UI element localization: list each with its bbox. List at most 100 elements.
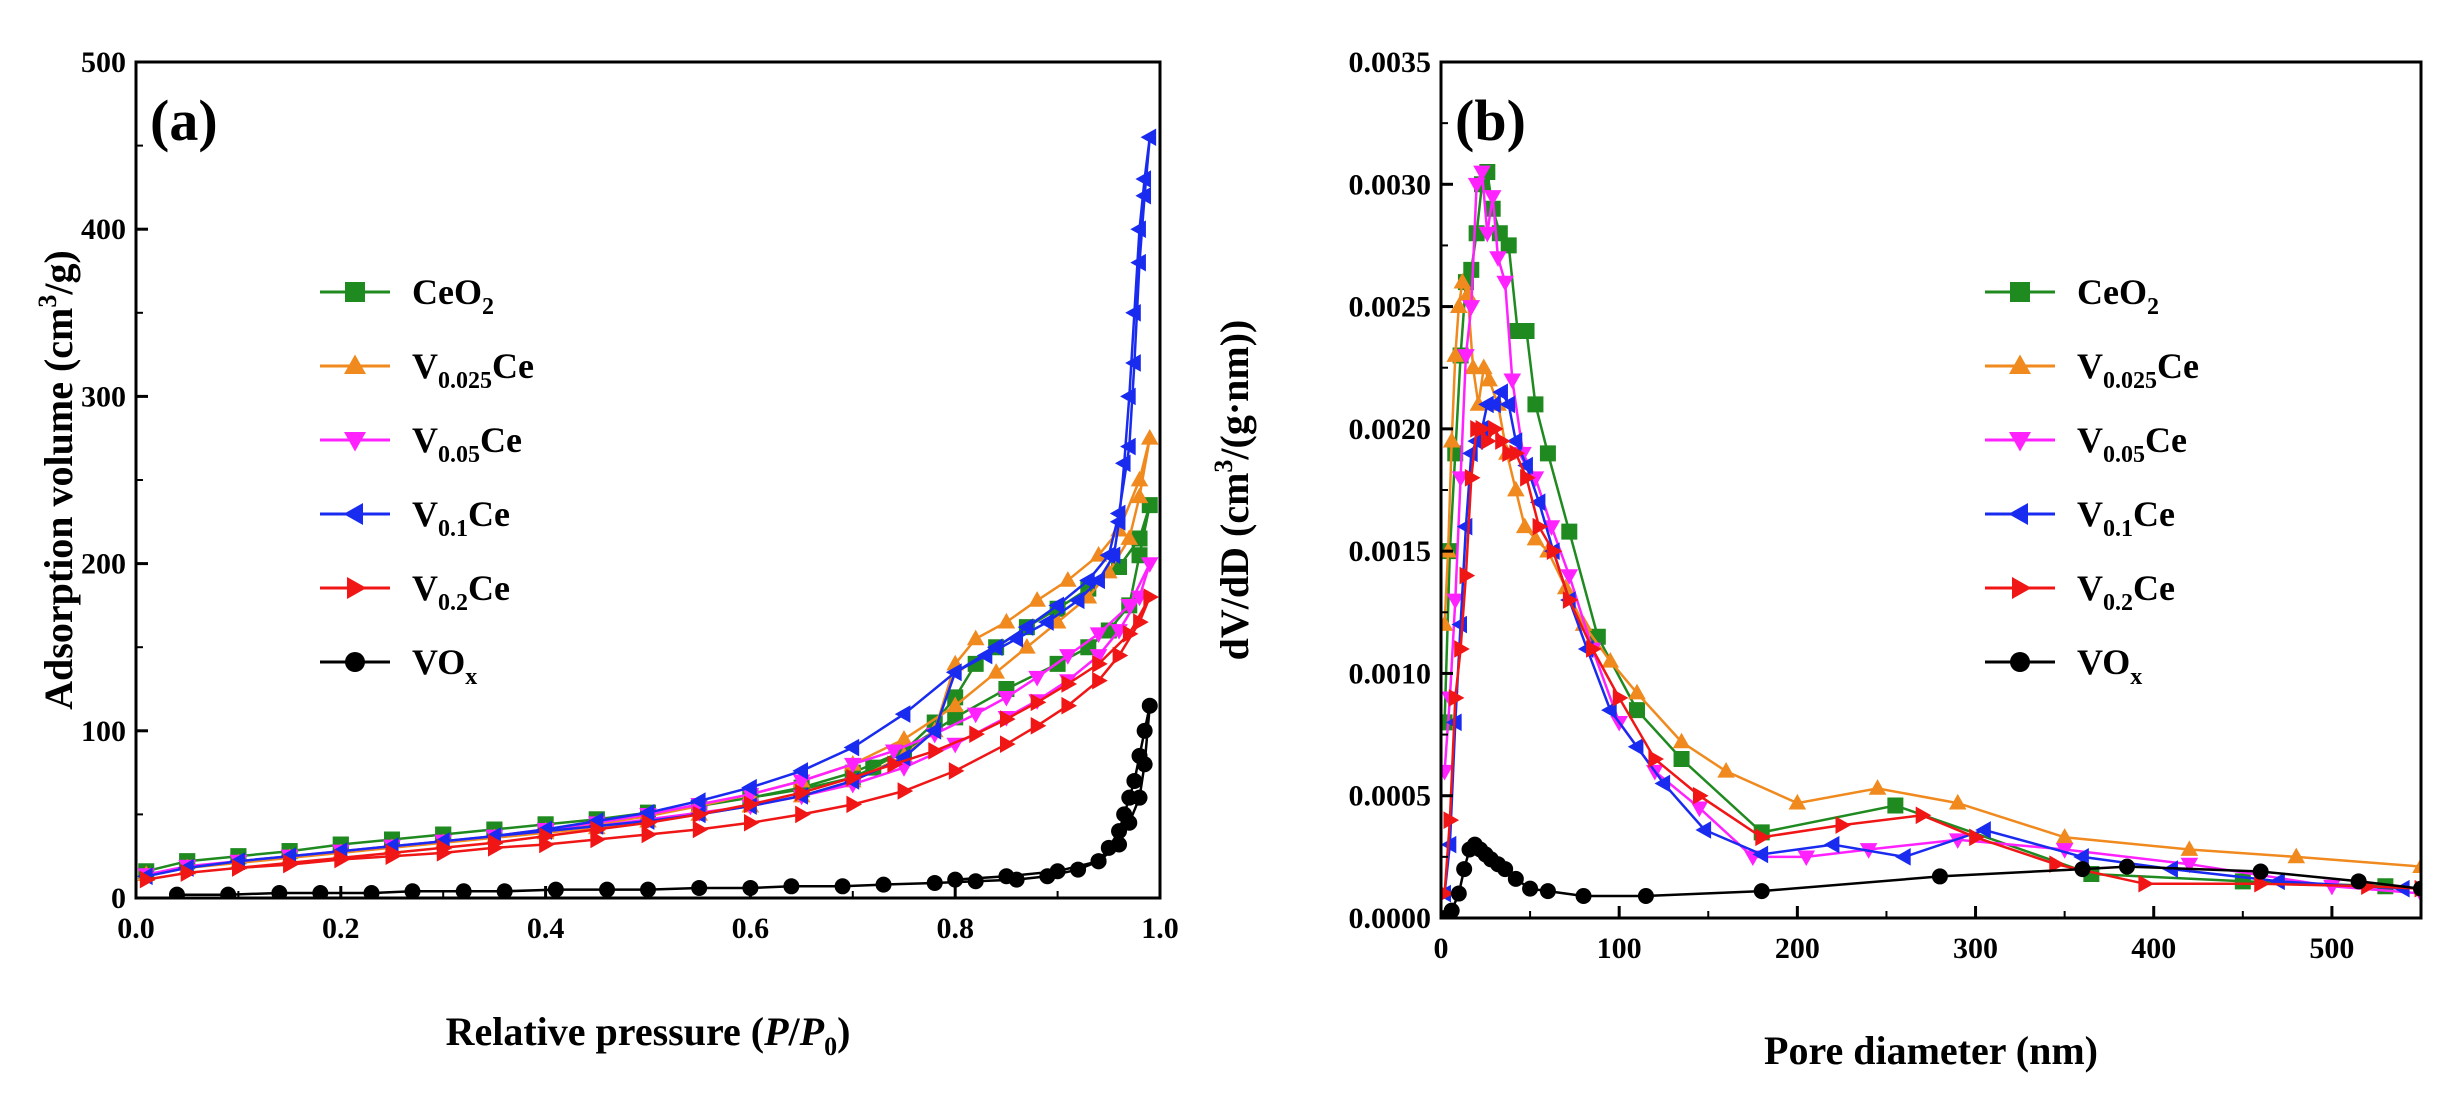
panel-a-point-V0.1Ce [1135,186,1152,205]
panel-b-point-V0.025Ce [1948,793,1967,810]
panel-b-point-V0.025Ce [2412,857,2421,874]
panel-b-point-V0.2Ce [1454,640,1470,658]
panel-a-point-V0.2Ce [1061,696,1078,715]
panel-a-point-V0.2Ce [795,805,811,824]
legend-label-subscript: 0.05 [2103,442,2145,468]
legend-marker [2012,577,2032,599]
panel-b-point-V0.025Ce [1717,762,1735,778]
panel-b-point-V0.2Ce [1459,566,1476,585]
legend-label-text: VO [2077,642,2130,682]
panel-b-point-V0.025Ce [2180,840,2199,856]
panel-a-point-VOx [363,884,380,898]
panel-a-legend-item-V0.025Ce: V0.025Ce [320,346,534,394]
panel-a-point-V0.05Ce [1089,627,1108,644]
legend-label-subscript: 0.2 [438,590,468,616]
panel-b-point-V0.2Ce [1969,828,1985,847]
panel-b-point-V0.05Ce [1797,850,1816,867]
panel-b-point-V0.025Ce [1526,529,1545,546]
panel-b-point-V0.05Ce [1473,165,1491,182]
legend-label-subscript: 0.05 [438,442,480,468]
panel-a-x-tick-label: 1.0 [1141,912,1179,945]
panel-b-point-V0.05Ce [1441,764,1454,781]
panel-a-point-V0.2Ce [385,844,402,862]
panel-a-point-V0.025Ce [1130,487,1149,504]
legend-label-tail: Ce [2133,568,2175,608]
panel-b-point-V0.2Ce [1586,640,1602,658]
panel-b-point-V0.2Ce [1495,432,1511,450]
panel-a-point-V0.2Ce [744,813,760,832]
panel-b-plot-frame [1439,60,2423,920]
panel-a-point-VOx [168,886,185,898]
panel-b-point-V0.2Ce [1475,420,1492,438]
panel-b-point-CeO2 [1518,323,1535,340]
panel-b-point-V0.2Ce [1520,468,1536,487]
x-axis-label-text: Pore diameter (nm) [1764,1028,2098,1073]
y-axis-label-text: dV/dD (cm [1212,473,1257,661]
panel-a-point-V0.1Ce [1125,304,1141,322]
legend-label-text: V [2077,420,2103,460]
panel-a-point-V0.05Ce [1028,670,1046,687]
panel-a-point-VOx [1131,789,1148,806]
panel-a-x-tick-label: 0.0 [117,912,155,945]
x-axis-label-subscript: 0 [824,1032,837,1061]
panel-b-point-V0.05Ce [1542,520,1561,536]
panel-a-y-tick-label: 0 [111,882,126,915]
panel-b-point-VOx [2252,863,2269,880]
legend-label-subscript: 0.025 [2103,368,2157,394]
legend-label-subscript: 0.1 [438,516,468,542]
panel-a-point-VOx [1126,772,1143,789]
panel-a-point-VOx [312,884,329,898]
panel-a-point-V0.1Ce [946,663,962,682]
panel-a-point-V0.1Ce [1068,591,1085,610]
panel-a-y-tick-label: 400 [81,213,126,246]
panel-b-point-V0.2Ce [1835,816,1852,834]
panel-a-point-V0.05Ce [997,690,1016,707]
panel-a-point-V0.2Ce [539,827,555,845]
panel-a-point-V0.1Ce [1038,613,1054,631]
panel-b-point-V0.1Ce [1975,821,1991,839]
panel-a-point-V0.2Ce [887,755,903,774]
panel-b-point-V0.2Ce [1443,811,1460,829]
legend-marker [344,432,366,452]
panel-b-point-V0.025Ce [1788,793,1807,810]
panel-a-y-tick-label: 500 [81,46,126,79]
panel-b-y-tick-label: 0.0000 [1349,902,1432,935]
legend-label: V0.2Ce [412,568,510,616]
panel-b-line-V0.2Ce [1443,426,2421,894]
panel-a-line-V0.1Ce [145,137,1152,878]
panel-b-point-V0.2Ce [1755,828,1771,847]
panel-a-point-V0.2Ce [948,762,965,780]
panel-a-y-tick-label: 200 [81,548,126,581]
panel-b-line-V0.05Ce [1443,171,2421,895]
panel-b-point-V0.2Ce [1448,689,1465,707]
panel-a-point-VOx [834,878,851,895]
panel-a-adsorption-isotherm: 0.0 0.2 0.4 0.6 0.8 1.0 0 100 200 300 400 500 (a) Rel… [33,46,1179,1061]
panel-b-x-tick-label: 400 [2131,932,2176,965]
panel-a-point-V0.2Ce [897,782,914,800]
panel-a-point-V0.1Ce [1130,220,1146,238]
panel-b-point-V0.1Ce [1601,701,1617,719]
y-axis-label-text: Adsorption volume (cm [36,308,81,710]
panel-a-point-V0.2Ce [641,813,658,832]
legend-label-tail: Ce [480,420,522,460]
panel-a-point-V0.2Ce [1000,735,1016,753]
panel-a-legend-item-V0.05Ce: V0.05Ce [320,420,522,468]
panel-a-point-V0.2Ce [436,839,453,857]
panel-a-point-V0.1Ce [1017,618,1034,636]
legend-marker [2010,652,2030,672]
panel-b-point-V0.025Ce [1672,732,1691,749]
panel-b-legend-item-V0.2Ce: V0.2Ce [1985,568,2175,616]
panel-a-point-V0.2Ce [488,834,504,852]
panel-b-point-V0.2Ce [1692,786,1709,805]
panel-b-point-VOx [1931,868,1948,885]
panel-a-x-tick-label: 0.6 [732,912,770,945]
legend-label: VOx [2077,642,2142,690]
legend-label-text: V [412,494,438,534]
panel-a-point-VOx [496,883,513,898]
panel-b-point-V0.2Ce [1488,420,1504,438]
y-axis-label-close: /g) [36,250,81,295]
panel-a-y-tick-label: 100 [81,715,126,748]
panel-a-legend-item-VOx: VOx [320,642,477,690]
